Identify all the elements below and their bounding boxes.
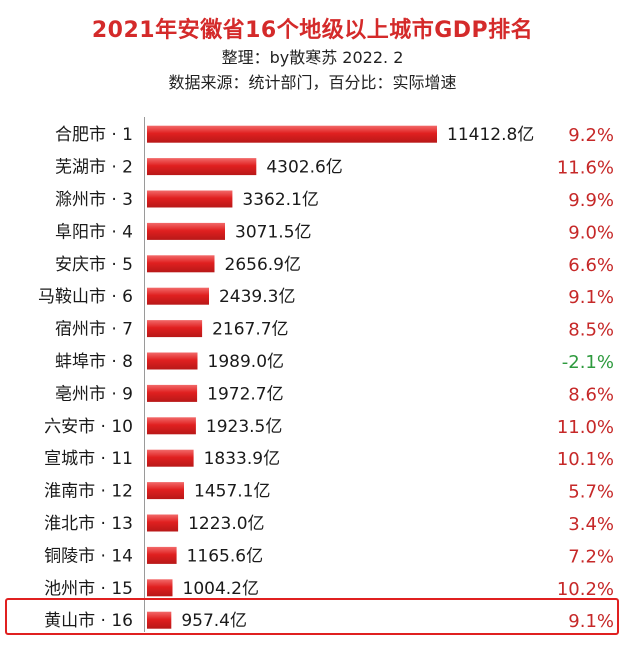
growth-label: 6.6% [568,255,614,276]
bar [147,255,215,273]
category-label: 宿州市 · 7 [55,320,133,340]
growth-label: 9.1% [568,611,614,632]
category-label: 合肥市 · 1 [55,125,133,145]
growth-label: 11.0% [557,417,614,438]
bar [147,417,196,435]
bar [147,158,257,176]
value-label: 11412.8亿 [447,125,534,145]
bar [147,611,172,629]
bar [147,352,198,370]
value-label: 1457.1亿 [194,482,270,502]
category-axis-line [144,117,145,632]
chart-source-note: 数据来源：统计部门，百分比：实际增速 [168,73,457,92]
category-label: 黄山市 · 16 [44,611,133,631]
growth-label: 8.5% [568,320,614,341]
bar [147,449,194,467]
value-label: 1833.9亿 [204,449,280,469]
value-label: 957.4亿 [181,611,247,631]
growth-label: 9.1% [568,287,614,308]
value-label: 4302.6亿 [266,158,342,178]
growth-label: 3.4% [568,514,614,535]
bar [147,514,179,532]
category-label: 马鞍山市 · 6 [38,287,133,307]
bar [147,579,173,597]
category-label: 宣城市 · 11 [44,449,133,469]
value-label: 3071.5亿 [235,222,311,242]
value-label: 1004.2亿 [183,579,259,599]
category-label: 淮北市 · 13 [44,514,133,534]
category-label: 亳州市 · 9 [55,384,133,404]
value-label: 2439.3亿 [219,287,295,307]
value-label: 1923.5亿 [206,417,282,437]
growth-label: 9.0% [568,222,614,243]
chart-subtitle: 整理：by散寒苏 2022. 2 [221,48,404,67]
value-label: 1972.7亿 [207,384,283,404]
growth-label: 10.1% [557,449,614,470]
bar [147,222,225,240]
growth-label: -2.1% [562,352,614,373]
highlight-box-huangshan [5,598,619,635]
category-label: 蚌埠市 · 8 [55,352,133,372]
chart-title: 2021年安徽省16个地级以上城市GDP排名 [91,18,534,43]
bar [147,190,233,208]
growth-label: 9.9% [568,190,614,211]
category-label: 滁州市 · 3 [55,190,133,210]
category-label: 六安市 · 10 [44,417,133,437]
growth-label: 10.2% [557,579,614,600]
bar [147,287,209,305]
growth-label: 9.2% [568,125,614,146]
growth-label: 8.6% [568,384,614,405]
value-label: 2167.7亿 [212,320,288,340]
value-label: 2656.9亿 [225,255,301,275]
category-label: 铜陵市 · 14 [44,546,133,566]
bar [147,384,198,402]
value-label: 1989.0亿 [208,352,284,372]
bar [147,482,184,500]
category-label: 池州市 · 15 [44,579,133,599]
growth-label: 11.6% [557,158,614,179]
category-label: 芜湖市 · 2 [55,158,133,178]
bar [147,125,437,143]
value-label: 1165.6亿 [187,546,263,566]
category-label: 安庆市 · 5 [55,255,133,275]
value-label: 3362.1亿 [242,190,318,210]
category-label: 阜阳市 · 4 [55,222,133,242]
category-label: 淮南市 · 12 [44,482,133,502]
growth-label: 7.2% [568,546,614,567]
growth-label: 5.7% [568,482,614,503]
value-label: 1223.0亿 [188,514,264,534]
bar [147,320,203,338]
bar [147,546,177,564]
